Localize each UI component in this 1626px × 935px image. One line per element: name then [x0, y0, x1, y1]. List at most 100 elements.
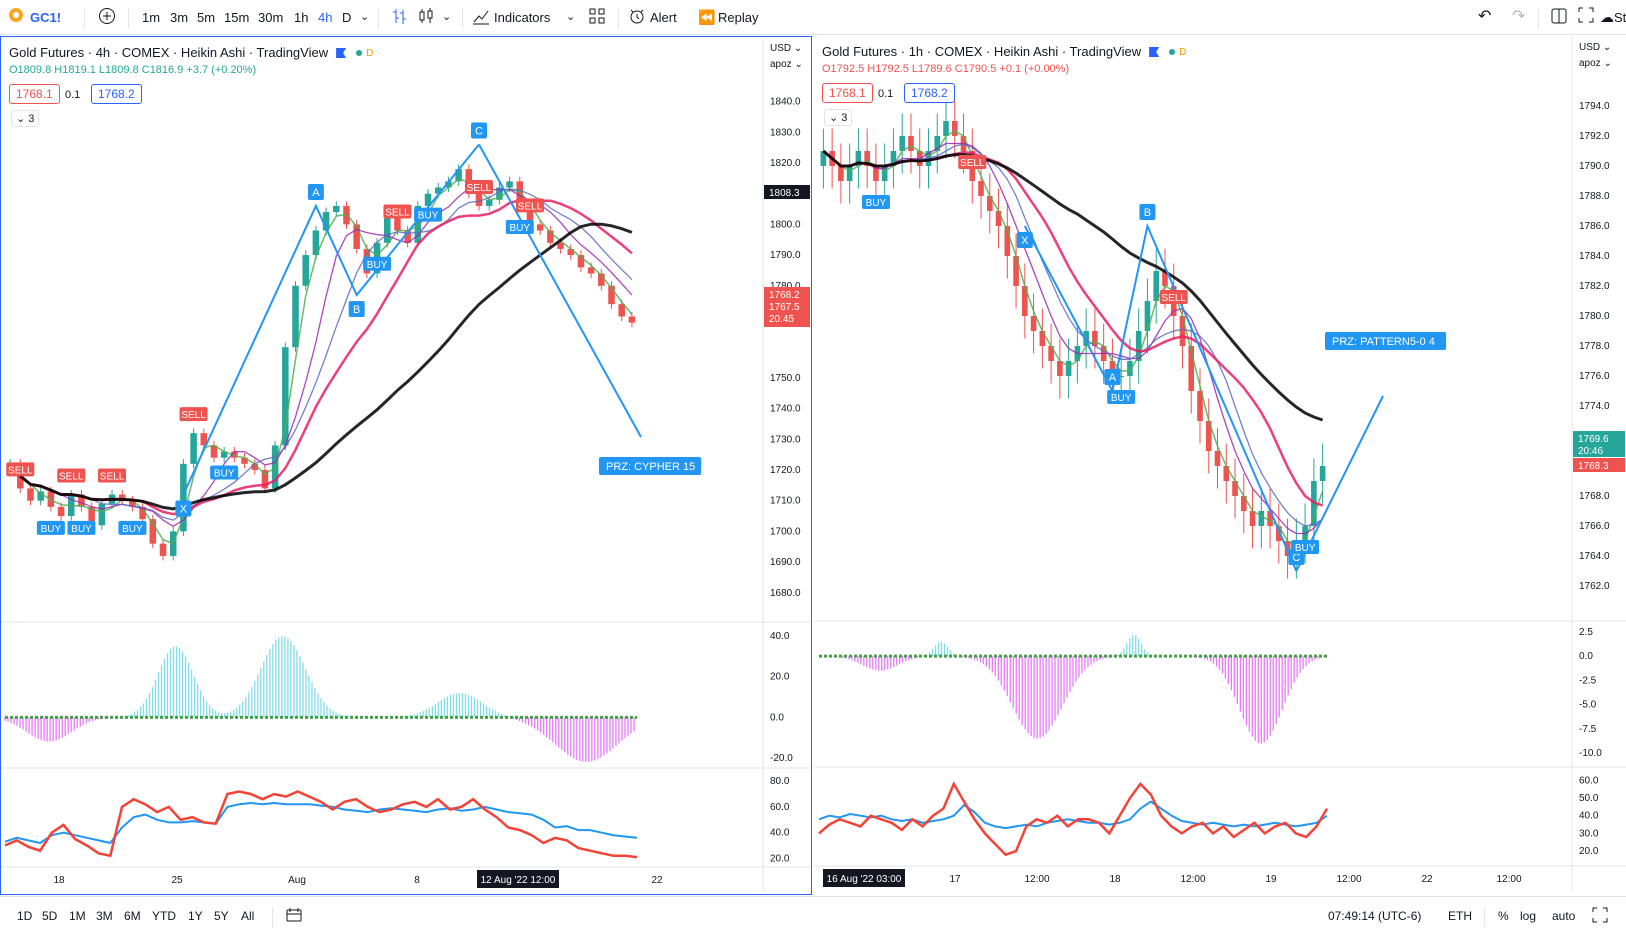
candle-body — [1319, 466, 1326, 481]
osc1-tick-label: 20.0 — [770, 672, 790, 683]
chevron-down-icon[interactable]: ⌄ — [442, 11, 452, 23]
indicator-collapse-button[interactable]: ⌄ 3 — [824, 109, 853, 126]
range-1d[interactable]: 1D — [17, 909, 33, 923]
replay-button[interactable]: Replay — [718, 10, 759, 25]
range-1y[interactable]: 1Y — [188, 909, 203, 923]
candle-body — [1240, 496, 1247, 511]
interval-1h[interactable]: 1h — [294, 10, 309, 25]
layout-icon[interactable] — [1550, 7, 1568, 31]
candle-body — [1232, 481, 1238, 496]
candle-body — [1162, 271, 1168, 286]
templates-icon[interactable] — [588, 7, 606, 31]
compare-add-icon[interactable] — [98, 7, 116, 31]
candle-body — [1144, 301, 1151, 331]
ohlc-change: +3.7 (+0.20%) — [186, 64, 257, 76]
candle-body — [934, 136, 941, 151]
flag-icon[interactable] — [1149, 47, 1160, 57]
price-badge-text: 20:46 — [1578, 446, 1603, 457]
interval-4h[interactable]: 4h — [318, 10, 333, 25]
undo-icon[interactable]: ↶ — [1478, 8, 1492, 25]
range-1m[interactable]: 1M — [69, 909, 86, 923]
indicator-collapse-button[interactable]: ⌄ 3 — [11, 110, 40, 127]
price-badge — [764, 185, 810, 199]
goto-date-icon[interactable] — [286, 907, 302, 926]
right-chart-svg[interactable]: 1794.0 1792.0 1790.0 1788.0 1786.0 1784.0 1782… — [815, 36, 1626, 895]
pattern-point-label: X — [1021, 235, 1029, 247]
range-6m[interactable]: 6M — [124, 909, 141, 923]
candle-body — [1127, 361, 1133, 376]
harmonic-pattern-line — [182, 143, 480, 495]
chart-type-bars-icon[interactable] — [392, 7, 408, 31]
fullscreen-icon[interactable] — [1578, 7, 1594, 29]
auto-scale-toggle[interactable]: auto — [1552, 909, 1576, 923]
cloud-save-icon[interactable]: ☁ — [1600, 9, 1614, 25]
chevron-down-icon[interactable]: ⌄ — [566, 11, 576, 23]
buy-signal-marker — [1107, 390, 1136, 404]
range-all[interactable]: All — [241, 909, 255, 923]
alert-button[interactable]: Alert — [650, 10, 677, 25]
signal-label: SELL — [467, 183, 492, 194]
candle-body — [78, 494, 85, 507]
sell-price-button[interactable]: 1768.1 — [9, 84, 60, 104]
settings-fullscreen-icon[interactable] — [1592, 907, 1608, 926]
price-tick-label: 1740.0 — [770, 404, 801, 415]
log-scale-toggle[interactable]: log — [1520, 909, 1537, 923]
candle-body — [1057, 361, 1063, 376]
candle-body — [231, 451, 238, 458]
candle-body — [1092, 331, 1098, 346]
signal-label: BUY — [418, 211, 439, 222]
buy-signal-marker — [210, 465, 239, 480]
left-legend-title[interactable]: Gold Futures · 4h · COMEX · Heikin Ashi … — [9, 45, 373, 60]
right-legend-title[interactable]: Gold Futures · 1h · COMEX · Heikin Ashi … — [822, 44, 1186, 59]
save-status-label[interactable]: Sta — [1614, 10, 1626, 25]
time-tick-label: 22 — [1421, 874, 1433, 885]
sell-signal-marker — [383, 204, 412, 219]
indicators-icon[interactable] — [472, 7, 490, 31]
session-toggle[interactable]: ETH — [1448, 909, 1472, 923]
chart-pane-right[interactable]: 1794.0 1792.0 1790.0 1788.0 1786.0 1784.0 1782… — [815, 36, 1626, 895]
range-ytd[interactable]: YTD — [152, 909, 176, 923]
osc2-tick-label: 20.0 — [770, 853, 790, 864]
spread-value: 0.1 — [65, 89, 81, 101]
symbol-search-button[interactable]: GC1! — [30, 10, 62, 25]
interval-15m[interactable]: 15m — [224, 10, 250, 25]
buy-price-button[interactable]: 1768.2 — [91, 84, 142, 104]
currency-label: USD ⌄ — [1579, 42, 1611, 53]
range-5d[interactable]: 5D — [42, 909, 58, 923]
candle-body — [1214, 451, 1221, 466]
signal-label: SELL — [59, 472, 84, 483]
sell-signal-marker — [6, 462, 35, 477]
indicators-button[interactable]: Indicators — [494, 10, 551, 25]
sell-signal-marker — [179, 407, 208, 422]
interval-1m[interactable]: 1m — [142, 10, 161, 25]
collapse-count: 3 — [841, 112, 848, 124]
flag-icon[interactable] — [336, 48, 347, 58]
range-3m[interactable]: 3M — [96, 909, 113, 923]
candle-body — [1109, 361, 1116, 376]
ohlc-change: +0.1 (+0.00%) — [999, 63, 1070, 75]
osc2-tick-label: 30.0 — [1579, 828, 1599, 839]
redo-icon[interactable]: ↷ — [1512, 8, 1526, 25]
signal-label: BUY — [509, 223, 530, 234]
chart-type-candles-icon[interactable] — [418, 7, 434, 31]
replay-icon[interactable]: ⏪ — [698, 9, 716, 25]
left-chart-svg[interactable]: 1840.01830.01820.01810.01800.01790.01780… — [1, 37, 811, 894]
interval-3m[interactable]: 3m — [170, 10, 189, 25]
ohlc-low: L1789.6 — [911, 63, 952, 75]
chevron-down-icon[interactable]: ⌄ — [360, 11, 370, 23]
interval-30m[interactable]: 30m — [258, 10, 284, 25]
candle-body — [1249, 511, 1256, 526]
clock-readout[interactable]: 07:49:14 (UTC-6) — [1328, 909, 1422, 923]
buy-price-button[interactable]: 1768.2 — [904, 83, 955, 103]
data-status-icon: D — [1169, 47, 1186, 58]
interval-d[interactable]: D — [342, 10, 352, 25]
candle-body — [873, 166, 879, 181]
alert-clock-icon[interactable] — [628, 7, 646, 31]
range-5y[interactable]: 5Y — [214, 909, 229, 923]
sell-price-button[interactable]: 1768.1 — [822, 83, 873, 103]
interval-5m[interactable]: 5m — [197, 10, 216, 25]
chart-pane-left[interactable]: 1840.01830.01820.01810.01800.01790.01780… — [0, 36, 812, 895]
percent-scale-toggle[interactable]: % — [1498, 909, 1509, 923]
prz-label-text: PRZ: PATTERN5-0 4 — [1332, 336, 1435, 348]
candle-body — [577, 255, 585, 268]
